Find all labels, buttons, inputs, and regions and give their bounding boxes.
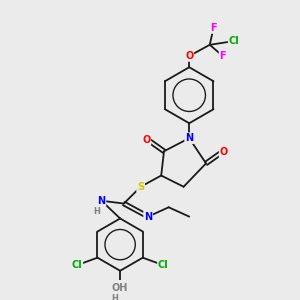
Text: O: O xyxy=(142,135,150,145)
Text: N: N xyxy=(185,133,193,143)
Text: O: O xyxy=(185,51,193,61)
Text: Cl: Cl xyxy=(72,260,82,270)
Text: H: H xyxy=(93,207,100,216)
Text: F: F xyxy=(210,23,217,33)
Text: H: H xyxy=(111,294,118,300)
Text: S: S xyxy=(137,182,144,192)
Text: Cl: Cl xyxy=(158,260,169,270)
Text: N: N xyxy=(144,212,152,222)
Text: F: F xyxy=(220,51,226,61)
Text: Cl: Cl xyxy=(229,36,239,46)
Text: OH: OH xyxy=(112,283,128,292)
Text: O: O xyxy=(220,147,228,157)
Text: N: N xyxy=(98,196,106,206)
